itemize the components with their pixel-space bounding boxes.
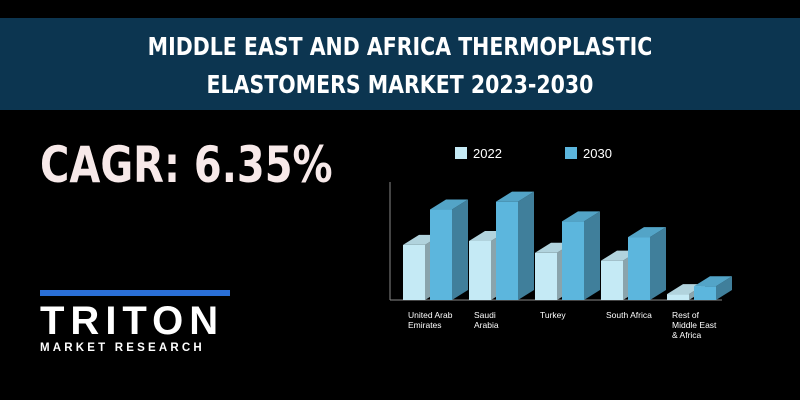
logo-bar bbox=[40, 290, 230, 296]
bar-front bbox=[430, 209, 452, 300]
bar-side bbox=[650, 227, 666, 300]
logo-name: TRITON bbox=[40, 299, 225, 343]
logo-tagline: MARKET RESEARCH bbox=[40, 342, 205, 354]
cagr: CAGR: 6.35% bbox=[40, 136, 333, 194]
bar-front bbox=[403, 244, 425, 300]
bar-front bbox=[496, 201, 518, 300]
bar-side bbox=[518, 191, 534, 300]
bar-side bbox=[716, 276, 732, 300]
bar-top bbox=[562, 211, 600, 222]
legend-swatch bbox=[455, 147, 467, 159]
logo: TRITON MARKET RESEARCH bbox=[40, 290, 230, 354]
bar-top bbox=[496, 191, 534, 202]
bar-side bbox=[452, 199, 468, 300]
x-tick-label: South Africa bbox=[606, 310, 652, 320]
bar-side bbox=[584, 211, 600, 300]
bar bbox=[430, 199, 468, 300]
bar bbox=[496, 191, 534, 300]
bar bbox=[694, 276, 732, 300]
title-line: MIDDLE EAST AND AFRICA THERMOPLASTIC bbox=[147, 32, 653, 61]
legend-swatch bbox=[565, 147, 577, 159]
bar-front bbox=[667, 294, 689, 300]
bar bbox=[628, 227, 666, 300]
bar-front bbox=[628, 237, 650, 300]
bar-top bbox=[628, 227, 666, 238]
title-line: ELASTOMERS MARKET 2023-2030 bbox=[206, 70, 594, 99]
bar-front bbox=[601, 260, 623, 300]
x-tick-label: United Arab Emirates bbox=[408, 310, 453, 330]
legend-label: 2022 bbox=[473, 146, 502, 161]
header-band: MIDDLE EAST AND AFRICA THERMOPLASTIC ELA… bbox=[0, 18, 800, 110]
bar-front bbox=[562, 221, 584, 300]
bar-front bbox=[469, 241, 491, 300]
bar-front bbox=[535, 252, 557, 300]
bar-front bbox=[694, 286, 716, 300]
bar bbox=[562, 211, 600, 300]
bar-top bbox=[430, 199, 468, 210]
bar-top bbox=[694, 276, 732, 287]
x-tick-label: Rest of Middle East & Africa bbox=[672, 310, 717, 340]
x-tick-label: Saudi Arabia bbox=[474, 310, 499, 330]
legend-label: 2030 bbox=[583, 146, 612, 161]
x-tick-label: Turkey bbox=[540, 310, 566, 320]
